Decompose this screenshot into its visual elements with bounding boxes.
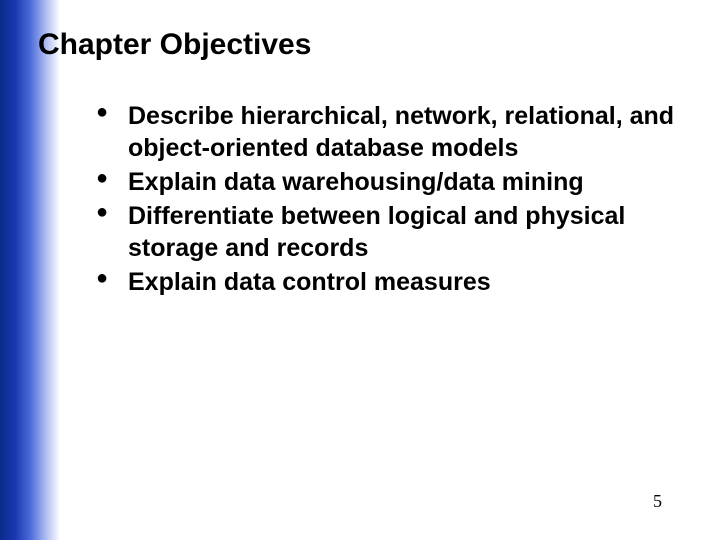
list-item: Describe hierarchical, network, relation… bbox=[96, 100, 680, 164]
objectives-list: Describe hierarchical, network, relation… bbox=[38, 100, 680, 298]
slide-content: Chapter Objectives Describe hierarchical… bbox=[38, 28, 680, 300]
list-item: Explain data control measures bbox=[96, 266, 680, 298]
page-number: 5 bbox=[653, 491, 662, 512]
list-item: Differentiate between logical and physic… bbox=[96, 200, 680, 264]
slide-title: Chapter Objectives bbox=[38, 28, 680, 62]
list-item: Explain data warehousing/data mining bbox=[96, 166, 680, 198]
